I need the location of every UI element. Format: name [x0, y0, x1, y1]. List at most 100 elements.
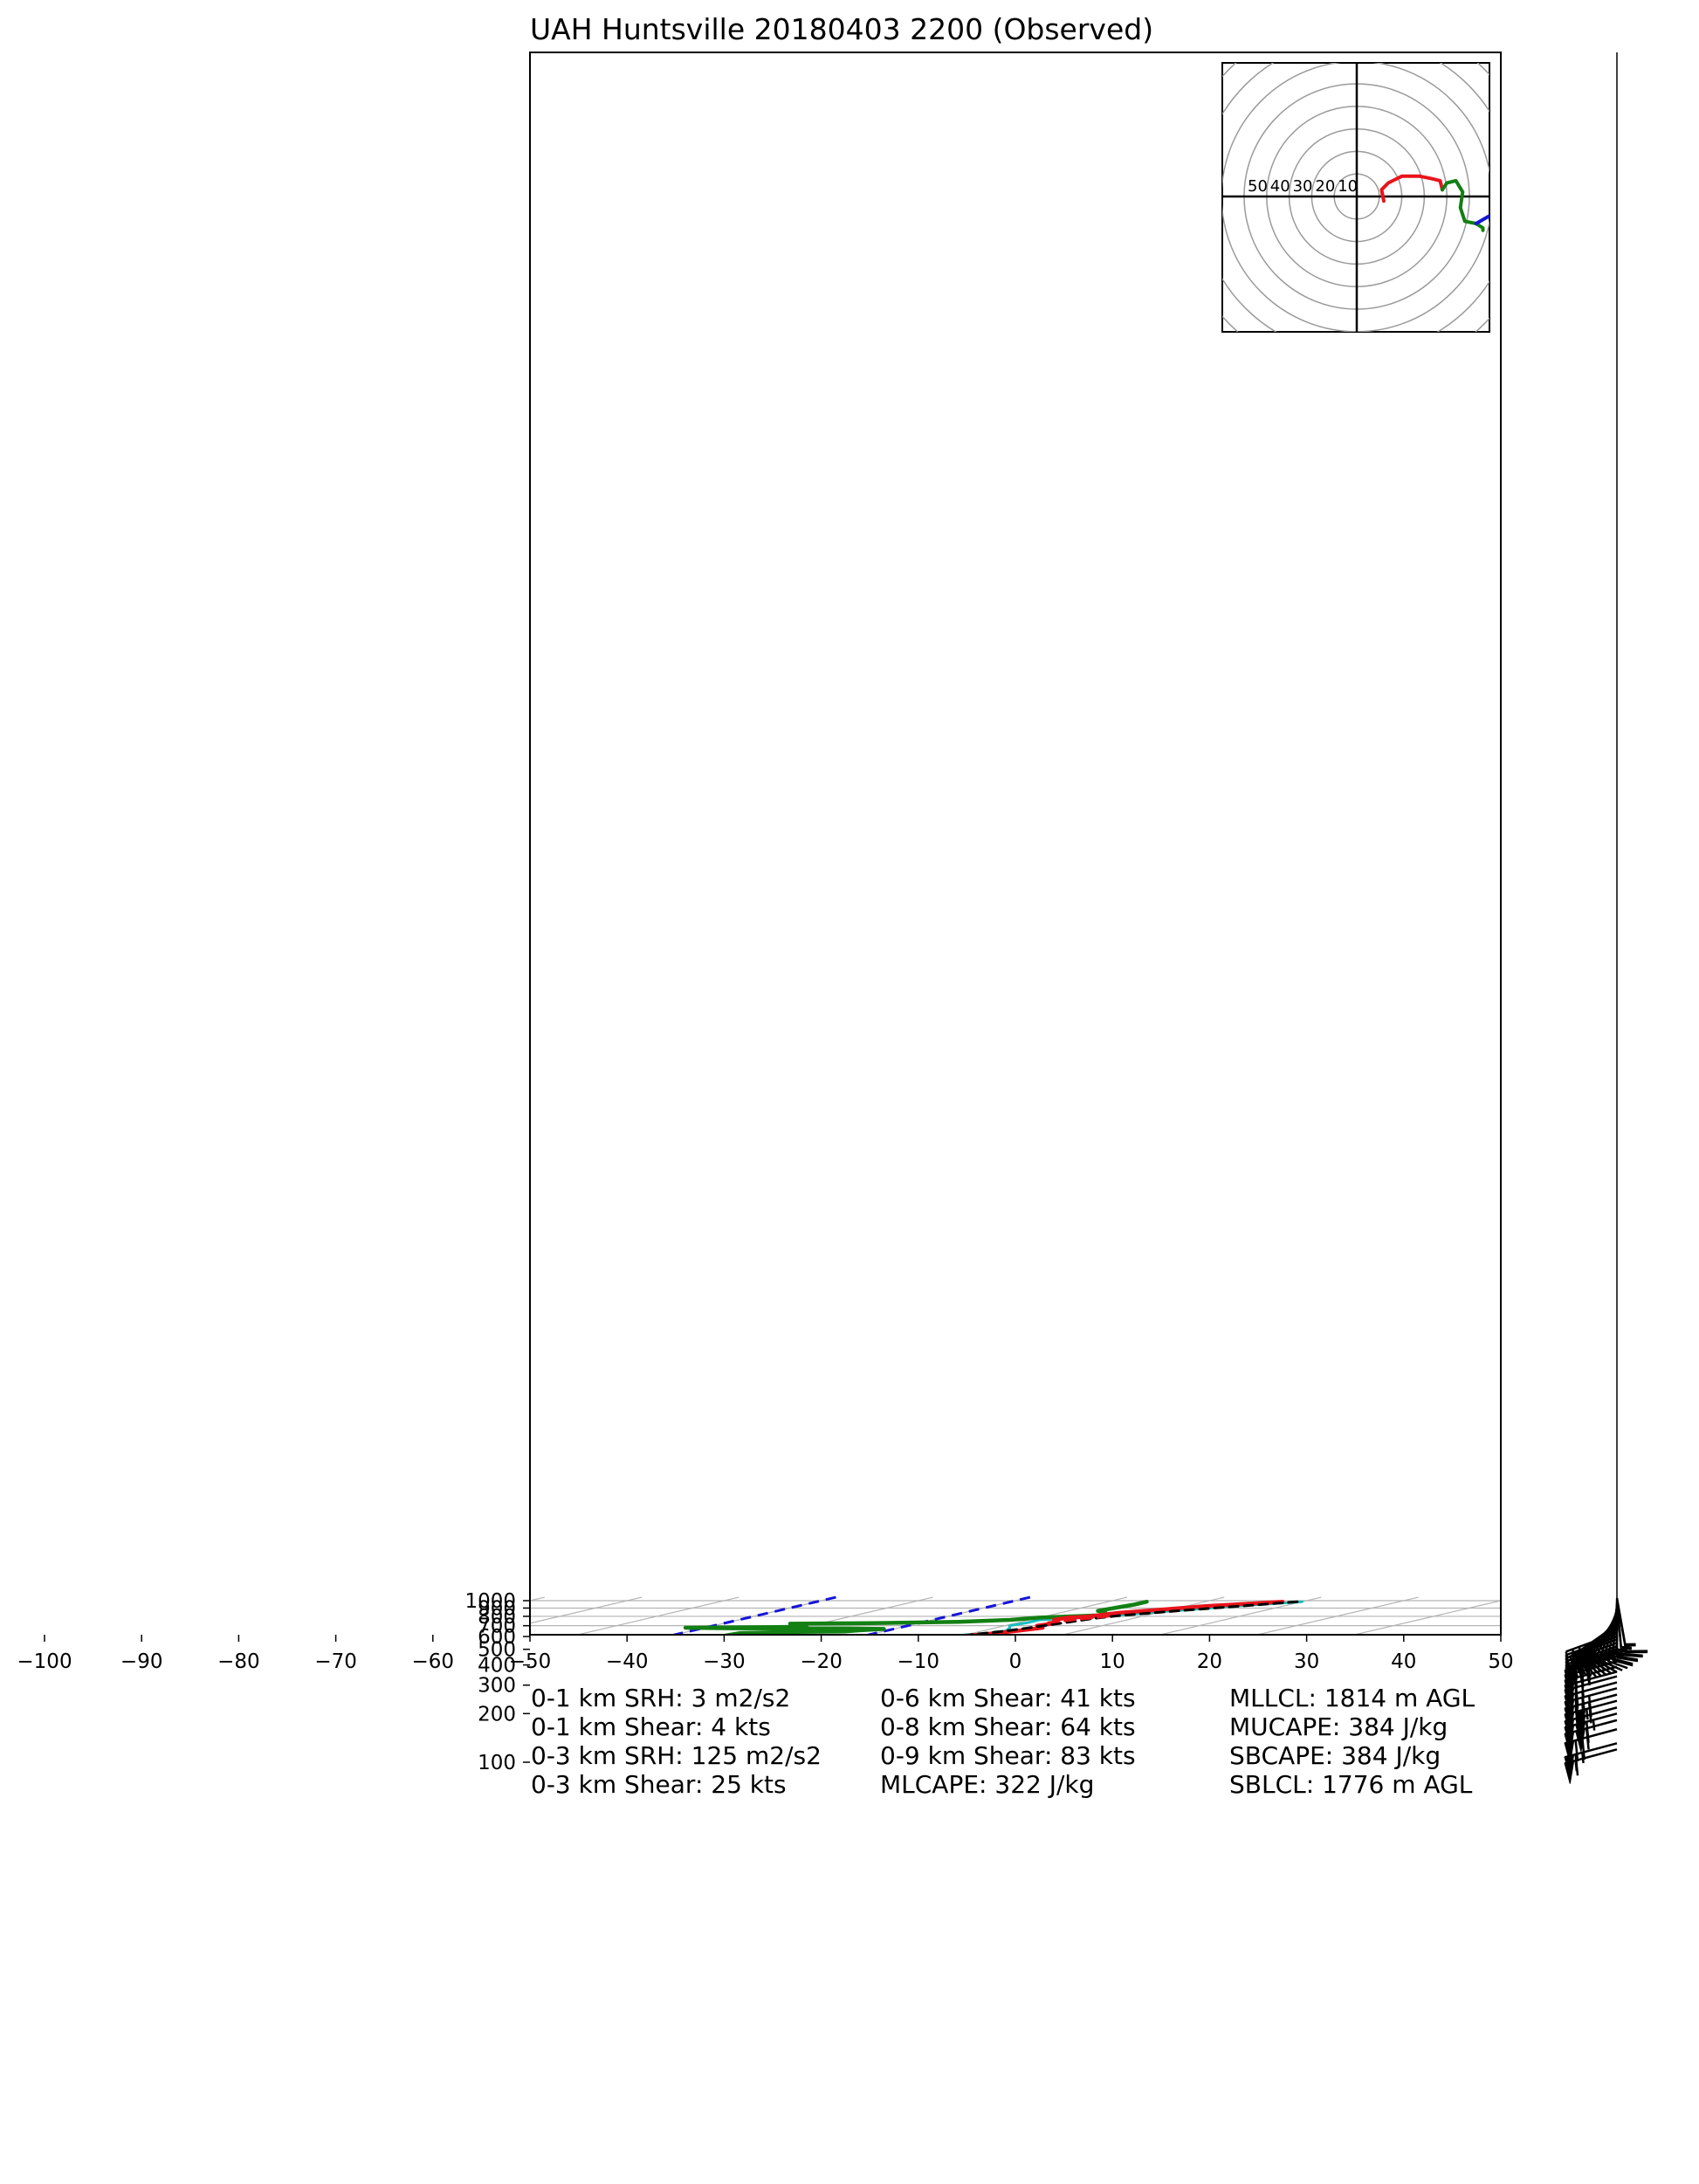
pressure-tick-label: 100: [478, 1752, 516, 1774]
skewed-isotherm: [0, 1597, 156, 1762]
hodograph-ring-label: 30: [1293, 177, 1313, 196]
wind-barb-full: [1569, 1656, 1579, 1678]
virtual-temperature-line: [946, 1600, 1303, 1635]
skewed-isotherm: [0, 1597, 253, 1762]
wind-barb-full: [1574, 1753, 1579, 1776]
pressure-tick-label: 700: [478, 1616, 516, 1638]
pressure-tick-label: 800: [478, 1606, 516, 1629]
hodograph-ring-label: 20: [1315, 177, 1335, 196]
temperature-tick-label: −30: [703, 1650, 746, 1673]
skewed-isotherm: [0, 1597, 59, 1762]
pressure-tick-label: 200: [478, 1703, 516, 1726]
wind-barb-full: [1616, 1655, 1639, 1661]
wind-barb-full: [1581, 1659, 1597, 1678]
pressure-tick-label: 600: [478, 1626, 516, 1649]
stats-column-2: 0-6 km Shear: 41 kts 0-8 km Shear: 64 kt…: [880, 1684, 1136, 1799]
skewed-isotherm: [1061, 1596, 1225, 1635]
stat-sblcl: SBLCL: 1776 m AGL: [1229, 1770, 1473, 1799]
parcel-virtual-line: [1045, 1615, 1110, 1624]
chart-title: UAH Huntsville 20180403 2200 (Observed): [530, 12, 1153, 46]
temperature-tick-label: −60: [412, 1650, 455, 1673]
temperature-tick-label: −20: [800, 1650, 843, 1673]
skewed-isotherm: [0, 1597, 350, 1762]
wind-barb-full: [1621, 1652, 1643, 1657]
wind-barb: [1615, 1600, 1643, 1657]
wind-barb-full: [1589, 1660, 1607, 1677]
temperature-tick-label: −90: [120, 1650, 163, 1673]
skewed-isotherm: [530, 1596, 545, 1602]
stat-srh-0-3km: 0-3 km SRH: 125 m2/s2: [531, 1741, 822, 1770]
skewed-isotherm: [1158, 1596, 1322, 1635]
stat-shear-0-8km: 0-8 km Shear: 64 kts: [880, 1712, 1136, 1741]
temperature-tick-label: −10: [898, 1650, 940, 1673]
temperature-tick-label: −50: [509, 1650, 552, 1673]
wind-barb-full: [1585, 1721, 1590, 1743]
wind-barb: [1615, 1597, 1648, 1653]
skewed-isotherm: [672, 1596, 836, 1635]
pressure-tick-label: 400: [478, 1655, 516, 1678]
stat-shear-0-9km: 0-9 km Shear: 83 kts: [880, 1741, 1136, 1770]
temperature-tick-label: −40: [606, 1650, 649, 1673]
wind-barb-half: [1585, 1708, 1589, 1720]
wind-barb-half: [1581, 1752, 1585, 1764]
wind-barb-half: [1592, 1719, 1596, 1731]
wind-barb-full: [1574, 1657, 1587, 1677]
hodograph-trace: [1379, 174, 1444, 203]
wind-barb-full: [1574, 1740, 1579, 1762]
temperature-tick-label: 0: [1009, 1650, 1022, 1673]
temperature-tick-label: 30: [1294, 1650, 1319, 1673]
temperature-tick-label: 50: [1488, 1650, 1513, 1673]
temperature-tick-label: 20: [1197, 1650, 1222, 1673]
stat-srh-0-1km: 0-1 km SRH: 3 m2/s2: [531, 1684, 791, 1712]
wind-barb-full: [1587, 1695, 1592, 1718]
wind-barb-full: [1606, 1659, 1628, 1670]
sounding-profiles: [683, 1599, 1303, 1635]
dewpoint-line: [683, 1599, 1149, 1635]
pressure-tick-label: 300: [478, 1675, 516, 1698]
wind-barb-full: [1612, 1658, 1634, 1667]
temperature-tick-label: 10: [1100, 1650, 1125, 1673]
skewed-isotherm: [575, 1596, 739, 1635]
pressure-tick-label: 500: [478, 1639, 516, 1662]
wind-barb-full: [1602, 1660, 1623, 1671]
wind-barb-full: [1593, 1660, 1613, 1675]
stat-shear-0-1km: 0-1 km Shear: 4 kts: [531, 1712, 771, 1741]
wind-barb-full: [1612, 1657, 1634, 1665]
hodograph-plot: [1222, 63, 1489, 332]
hodograph-inset: 50 40 30 20 10: [1221, 62, 1490, 333]
pressure-tick-label: 900: [478, 1597, 516, 1620]
skewed-isotherm: [0, 1597, 448, 1762]
wind-barb: [1564, 1742, 1618, 1778]
stat-mucape: MUCAPE: 384 J/kg: [1229, 1712, 1448, 1741]
temperature-tick-label: −80: [217, 1650, 260, 1673]
wind-barbs: [1564, 52, 1648, 1784]
skewed-isotherm: [866, 1596, 1030, 1635]
temperature-tick-label: −100: [17, 1650, 72, 1673]
wind-barb-full: [1572, 1655, 1583, 1676]
wind-barb-full: [1598, 1660, 1618, 1673]
skewed-isotherm: [1352, 1600, 1501, 1635]
hodograph-ring-label: 50: [1248, 177, 1268, 196]
wind-barb-full: [1585, 1660, 1602, 1678]
pressure-tick-label: 1000: [464, 1590, 516, 1613]
stat-mlcape: MLCAPE: 322 J/kg: [880, 1770, 1095, 1799]
wind-barb-shaft: [1615, 1597, 1627, 1652]
wind-barb-full: [1565, 1651, 1572, 1673]
parcel-path-line: [957, 1600, 1299, 1635]
hodograph-ring-label: 10: [1338, 177, 1358, 196]
temperature-tick-label: 40: [1391, 1650, 1416, 1673]
wind-barb-full: [1578, 1658, 1592, 1678]
stat-shear-0-6km: 0-6 km Shear: 41 kts: [880, 1684, 1136, 1712]
stats-column-3: MLLCL: 1814 m AGL MUCAPE: 384 J/kg SBCAP…: [1229, 1684, 1475, 1799]
wind-barb-full: [1616, 1656, 1639, 1663]
temperature-tick-label: −70: [314, 1650, 357, 1673]
stat-mllcl: MLLCL: 1814 m AGL: [1229, 1684, 1475, 1712]
stat-shear-0-3km: 0-3 km Shear: 25 kts: [531, 1770, 787, 1799]
hodograph-trace: [1441, 178, 1485, 232]
skewed-isotherm: [1255, 1596, 1419, 1635]
stat-sbcape: SBCAPE: 384 J/kg: [1229, 1741, 1441, 1770]
stats-column-1: 0-1 km SRH: 3 m2/s2 0-1 km Shear: 4 kts …: [531, 1684, 822, 1799]
hodograph-ring-label: 40: [1270, 177, 1290, 196]
